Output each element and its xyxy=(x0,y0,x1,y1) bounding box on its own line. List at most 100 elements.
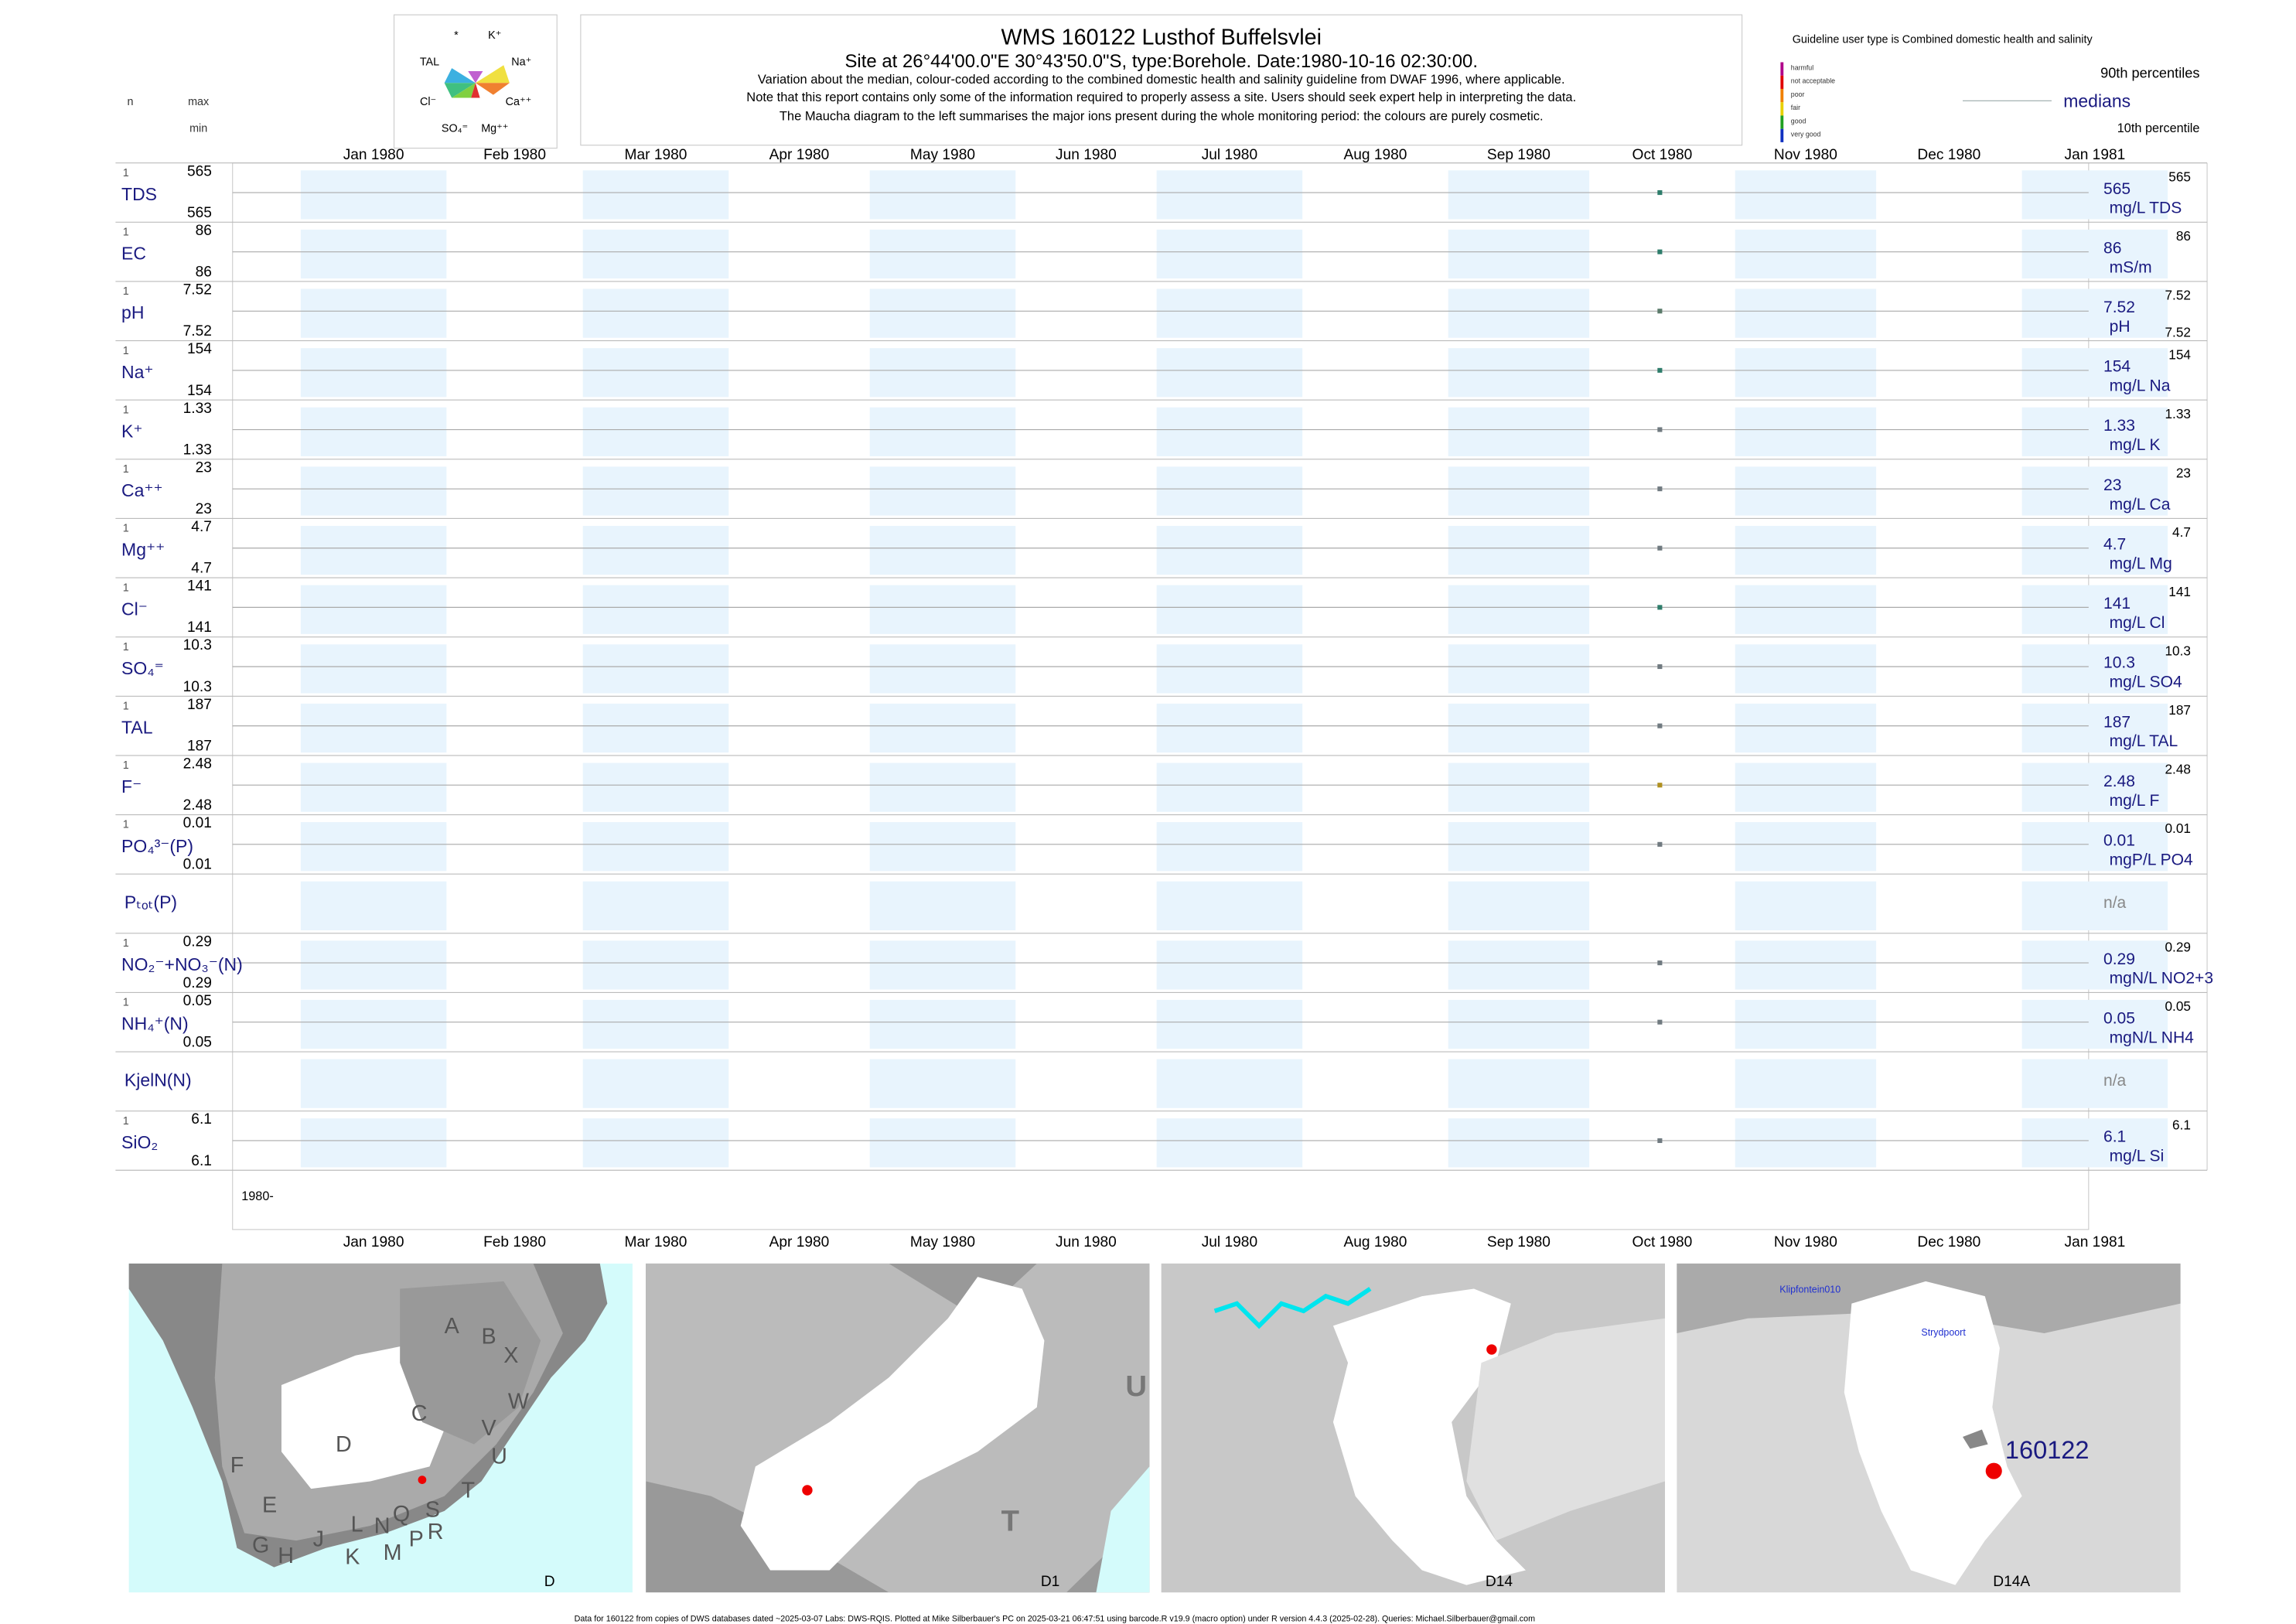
unit: mS/m xyxy=(2110,258,2152,276)
n-count: 1 xyxy=(123,285,129,298)
month-band xyxy=(2021,288,2168,338)
month-band xyxy=(1156,763,1303,812)
row-label: Mg⁺⁺ xyxy=(121,540,165,560)
p10-value: 7.52 xyxy=(2165,325,2191,340)
month-label: Aug 1980 xyxy=(1343,147,1407,163)
month-band xyxy=(1735,999,1877,1049)
percentile-label: medians xyxy=(2063,90,2131,111)
max-value: 0.05 xyxy=(183,993,212,1009)
column-header: max xyxy=(188,96,210,108)
row-label: KjelN(N) xyxy=(125,1070,192,1090)
map-label: U xyxy=(491,1444,507,1469)
sample-point xyxy=(1657,367,1663,373)
guideline-title: Guideline user type is Combined domestic… xyxy=(1793,34,2093,46)
note: Note that this report contains only some… xyxy=(746,90,1576,104)
median-value: 0.01 xyxy=(2103,832,2135,850)
month-band xyxy=(2021,526,2168,575)
month-label: Jul 1980 xyxy=(1202,147,1257,163)
n-count: 1 xyxy=(123,582,129,594)
median-value: 7.52 xyxy=(2103,299,2135,316)
unit: mgP/L PO4 xyxy=(2110,851,2193,868)
p90-value: 565 xyxy=(2168,169,2191,184)
month-label: Jun 1980 xyxy=(1056,1234,1117,1250)
month-band xyxy=(582,763,729,812)
map-label: T xyxy=(1001,1504,1019,1537)
unit: mg/L SO4 xyxy=(2110,674,2182,691)
map-label: W xyxy=(508,1390,530,1414)
month-label: Jan 1981 xyxy=(2065,1234,2126,1250)
sample-point xyxy=(1657,664,1663,670)
guideline-swatch xyxy=(1780,62,1784,76)
max-value: 154 xyxy=(187,341,212,357)
month-label: Jan 1980 xyxy=(343,1234,404,1250)
month-band xyxy=(2021,703,2168,753)
month-band xyxy=(2021,999,2168,1049)
month-band xyxy=(1156,170,1303,220)
p90-value: 86 xyxy=(2176,228,2191,244)
month-band xyxy=(869,466,1016,516)
subtitle: Site at 26°44'00.0"E 30°43'50.0"S, type:… xyxy=(844,51,1478,72)
maucha-label: K⁺ xyxy=(488,29,501,42)
month-band xyxy=(2021,585,2168,634)
month-label: Jul 1980 xyxy=(1202,1234,1257,1250)
month-band xyxy=(300,585,447,634)
month-band xyxy=(582,940,729,990)
n-count: 1 xyxy=(123,1115,129,1128)
max-value: 1.33 xyxy=(183,401,212,417)
p90-value: 1.33 xyxy=(2165,406,2191,421)
month-band xyxy=(1156,940,1303,990)
row-label: NO₂⁻+NO₃⁻(N) xyxy=(121,954,243,974)
month-band xyxy=(1735,466,1877,516)
median-value: 187 xyxy=(2103,713,2131,731)
min-value: 0.29 xyxy=(183,975,212,991)
row-label: pH xyxy=(121,302,144,322)
n-count: 1 xyxy=(123,759,129,772)
row-label: PO₄³⁻(P) xyxy=(121,836,193,856)
maucha-label: Cl⁻ xyxy=(420,96,436,108)
row-label: Pₜₒₜ(P) xyxy=(125,892,177,913)
n-count: 1 xyxy=(123,167,129,179)
sample-point xyxy=(1657,309,1663,314)
min-value: 0.05 xyxy=(183,1035,212,1051)
month-band xyxy=(1156,407,1303,456)
maucha-diagram xyxy=(444,65,510,98)
title: WMS 160122 Lusthof Buffelsvlei xyxy=(1001,25,1322,49)
n-count: 1 xyxy=(123,227,129,239)
month-band xyxy=(300,229,447,279)
note: The Maucha diagram to the left summarise… xyxy=(780,110,1544,124)
max-value: 565 xyxy=(187,163,212,179)
month-label: Mar 1980 xyxy=(625,147,687,163)
map-caption: D1 xyxy=(1041,1574,1059,1590)
month-band xyxy=(1735,526,1877,575)
p90-value: 2.48 xyxy=(2165,762,2191,777)
month-band xyxy=(1156,229,1303,279)
map-label: R xyxy=(428,1520,444,1544)
map-label: D xyxy=(336,1432,352,1457)
n-count: 1 xyxy=(123,819,129,831)
p90-value: 187 xyxy=(2168,702,2191,718)
month-label: May 1980 xyxy=(910,1234,975,1250)
unit: mg/L Ca xyxy=(2110,496,2171,513)
month-band xyxy=(582,822,729,872)
row-label: EC xyxy=(121,244,146,264)
month-band xyxy=(300,288,447,338)
sample-point xyxy=(1657,1019,1663,1025)
month-band xyxy=(300,999,447,1049)
month-band xyxy=(869,348,1016,397)
map-caption: D14 xyxy=(1486,1574,1513,1590)
map-label: V xyxy=(482,1416,497,1441)
month-band xyxy=(2021,940,2168,990)
month-label: Dec 1980 xyxy=(1917,147,1980,163)
max-value: 10.3 xyxy=(183,637,212,653)
month-band xyxy=(582,1118,729,1168)
median-value: 23 xyxy=(2103,476,2121,494)
month-label: Jun 1980 xyxy=(1056,147,1117,163)
n-count: 1 xyxy=(123,463,129,476)
month-band xyxy=(1156,585,1303,634)
month-label: Sep 1980 xyxy=(1487,1234,1551,1250)
percentile-label: 90th percentiles xyxy=(2100,66,2199,81)
p90-value: 6.1 xyxy=(2172,1117,2191,1132)
month-band xyxy=(1735,585,1877,634)
month-band xyxy=(582,466,729,516)
month-band xyxy=(1448,229,1590,279)
